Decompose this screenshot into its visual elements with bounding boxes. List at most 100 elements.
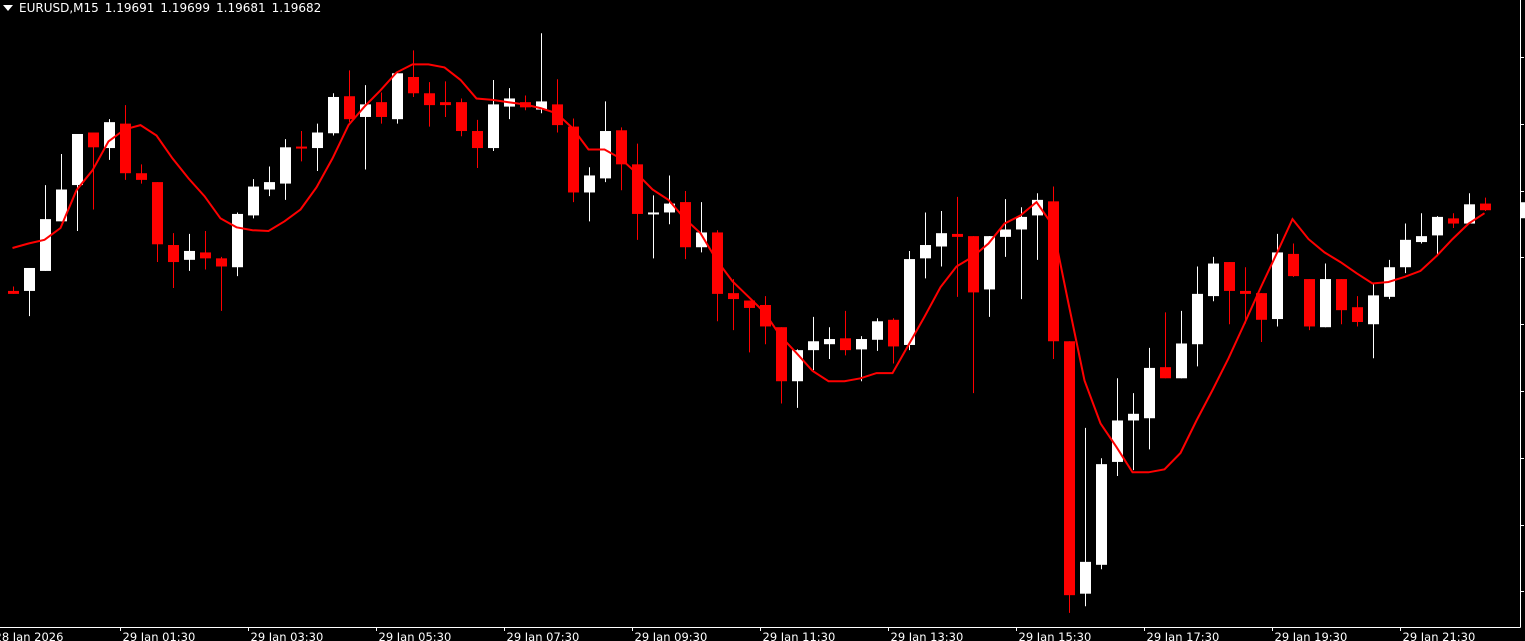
candle-body-bull [648,212,659,215]
candle-body-bear [1448,218,1459,224]
candle-body-bull [1432,216,1443,236]
candle-body-bear [952,233,963,237]
candle-body-bull [1112,420,1123,462]
time-axis-label: 29 Jan 09:30 [635,630,708,641]
candle-body-bull [856,339,867,350]
candle-body-bull [664,203,675,213]
time-axis-label: 29 Jan 19:30 [1275,630,1348,641]
candle-body-bear [1160,367,1171,379]
candle-body-bear [1480,203,1491,211]
candle-body-bear [1064,341,1075,596]
candle-body-bull [1400,239,1411,268]
candle-body-bull [936,233,947,247]
candle-body-bear [568,126,579,193]
candle-body-bear [1224,262,1235,291]
candle-body-bull [1320,279,1331,328]
candle-body-bear [1048,201,1059,342]
candle-body-bear [1304,279,1315,327]
candle-body-bear [1352,307,1363,323]
candle-body-bear [120,123,131,174]
candle-body-bull [536,101,547,110]
candle-body-bear [776,327,787,382]
candle-body-bull [1144,367,1155,419]
candle-body-bull [328,96,339,134]
ohlc-high: 1.19699 [160,1,211,15]
candle-body-bull [360,104,371,117]
candle-body-bear [1336,279,1347,311]
time-axis-label: 28 Jan 2026 [0,630,63,641]
time-axis-label: 29 Jan 17:30 [1147,630,1220,641]
candle-body-bear [632,164,643,214]
time-axis-label: 29 Jan 15:30 [1019,630,1092,641]
symbol-timeframe: EURUSD,M15 [19,1,99,15]
candle-body-bull [696,232,707,248]
candle-body-bull [792,350,803,382]
candle-body-bull [1000,229,1011,237]
time-axis-label: 29 Jan 07:30 [507,630,580,641]
candle-body-bull [392,73,403,120]
candle-body-bull [72,133,83,186]
candle-body-bull [1208,263,1219,297]
candle-body-bull [1272,252,1283,320]
candle-body-bull [488,104,499,149]
candle-body-bull [184,250,195,260]
candle-body-bear [344,96,355,120]
candle-body-bull [808,341,819,351]
candle-body-bull [1176,343,1187,379]
candle-body-bull [232,213,243,268]
triangle-down-icon[interactable] [3,5,13,11]
candle-body-bull [24,267,35,291]
candle-body-bull [1032,199,1043,216]
candle-body-bear [456,102,467,132]
time-axis-label: 29 Jan 13:30 [891,630,964,641]
candle-body-bear [1288,253,1299,277]
candle-body-bear [472,131,483,149]
candle-body-bull [872,321,883,340]
candle-body-bear [424,93,435,106]
candle-body-bull [1128,413,1139,421]
candle-body-bull [1368,295,1379,325]
time-axis-label: 29 Jan 11:30 [763,630,836,641]
candle-body-bull [824,339,835,345]
ohlc-close: 1.19682 [271,1,322,15]
candle-body-bear [88,132,99,148]
candle-body-bull [104,122,115,149]
candle-body-bear [376,102,387,117]
time-axis-label: 29 Jan 03:30 [251,630,324,641]
candle-body-bear [616,130,627,165]
candle-body-bull [904,259,915,345]
candle-body-bull [264,182,275,190]
candle-body-bear [760,304,771,327]
candle-body-bear [408,76,419,94]
candle-body-bull [1080,561,1091,594]
candle-body-bull [1416,236,1427,243]
candle-body-bear [8,290,19,294]
chart-header: EURUSD,M15 1.19691 1.19699 1.19681 1.196… [3,1,321,15]
ohlc-low: 1.19681 [216,1,266,15]
candle-body-bull [56,189,67,222]
ohlc-open: 1.19691 [104,1,155,15]
candle-body-bear [728,293,739,300]
candle-body-bear [136,173,147,180]
moving-average-line [12,63,1486,474]
candle-body-bull [920,245,931,259]
candle-body-bear [1256,293,1267,320]
candle-body-bear [744,300,755,308]
candle-body-bear [440,102,451,106]
candle-body-bull [1096,464,1107,565]
candle-body-bear [968,236,979,293]
last-price-marker [1521,202,1525,219]
candle-body-bear [1240,290,1251,294]
candle-body-bull [280,147,291,184]
candle-body-bear [168,245,179,263]
candle-body-bull [40,219,51,271]
candle-body-bull [1192,293,1203,345]
candle-body-bull [1464,204,1475,224]
candle-body-bear [712,232,723,294]
candle-body-bear [888,319,899,347]
time-axis-label: 29 Jan 01:30 [123,630,196,641]
candle-body-bear [152,182,163,245]
candle-body-bull [600,131,611,179]
candle-body-bear [680,202,691,248]
